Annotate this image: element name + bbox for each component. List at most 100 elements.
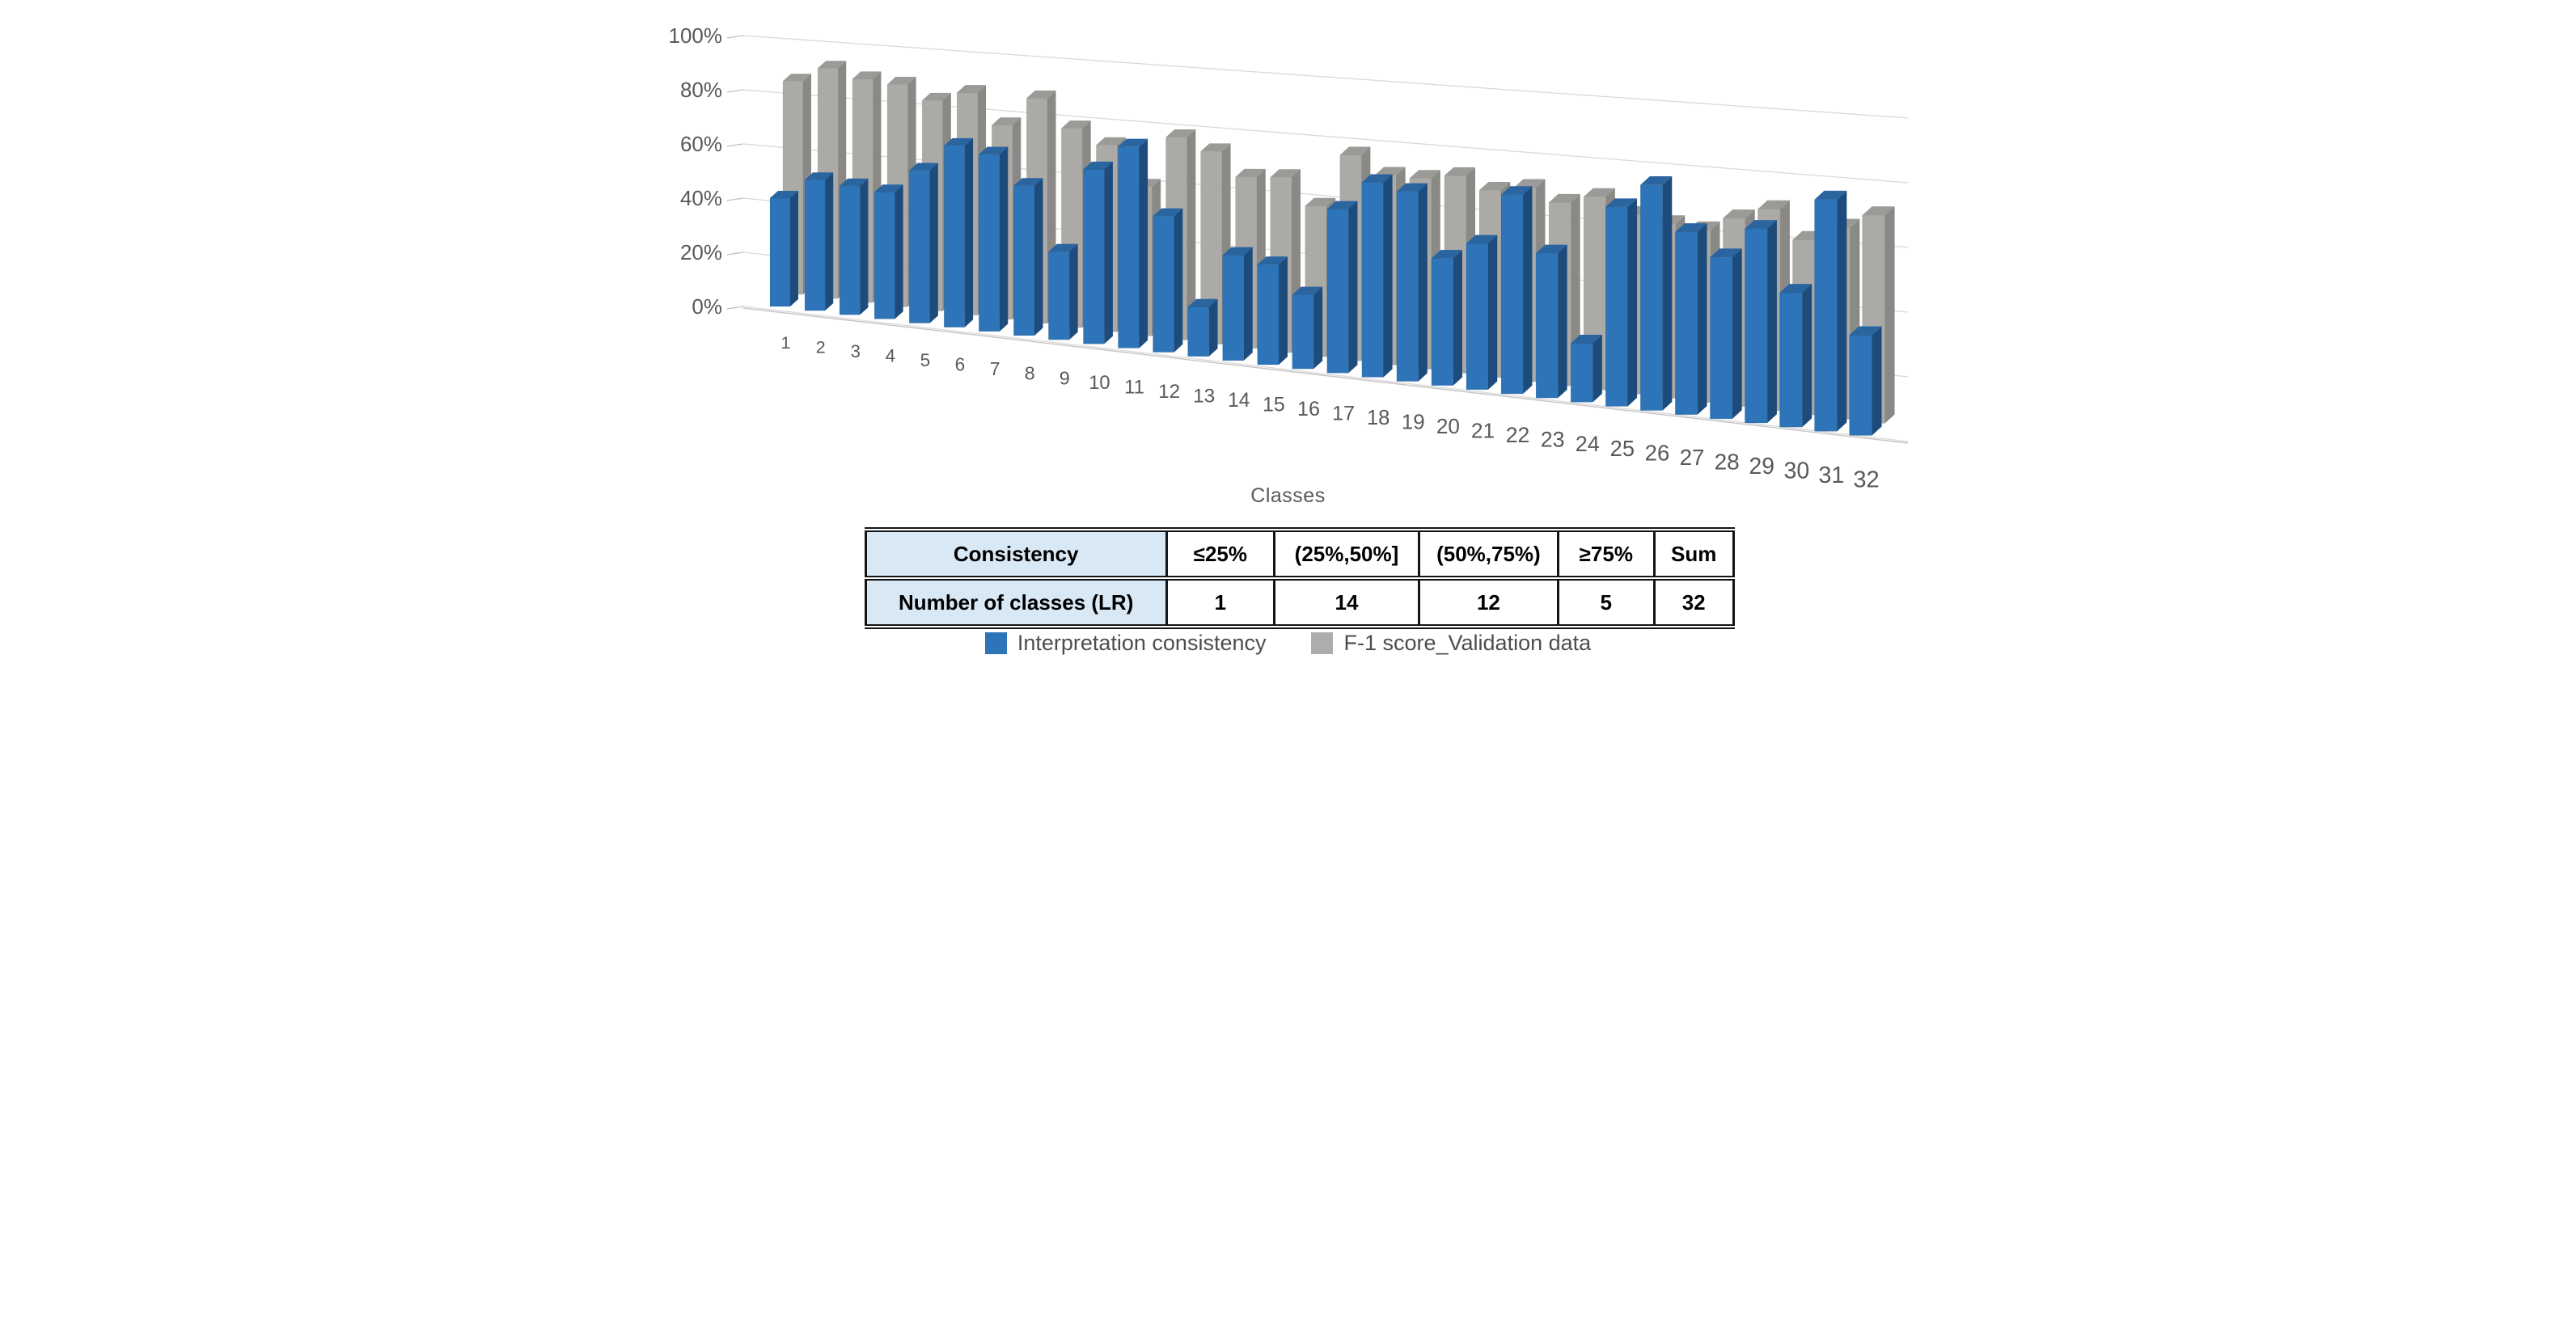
- bar-interpretation-c4-side: [894, 184, 903, 319]
- table-row-class-counts: Number of classes (LR) 1 14 12 5 32: [864, 576, 1735, 629]
- bar-interpretation-c19-front: [1396, 191, 1419, 382]
- bar-f1-score-c8-top: [1026, 90, 1055, 99]
- bar-interpretation-c27-side: [1697, 223, 1707, 415]
- bar-interpretation-c5-top: [908, 163, 938, 171]
- y-tick-label: 0%: [692, 294, 722, 319]
- bar-interpretation-c32-top: [1849, 326, 1882, 336]
- x-tick-label: 1: [780, 333, 790, 353]
- y-tick-60%: [726, 143, 743, 147]
- bar-interpretation-c21-top: [1466, 234, 1497, 243]
- x-tick-label: 15: [1263, 393, 1285, 416]
- bar-interpretation-c27-top: [1674, 223, 1707, 232]
- bar-interpretation-c23-top: [1535, 244, 1567, 254]
- bar-interpretation-c25-front: [1605, 206, 1628, 407]
- bar-interpretation-c15-front: [1256, 264, 1279, 365]
- bar-interpretation-c1-top: [769, 191, 798, 198]
- x-tick-label: 14: [1228, 390, 1250, 412]
- bar-interpretation-c32-side: [1872, 326, 1882, 436]
- bar-interpretation-c16-front: [1291, 294, 1314, 370]
- x-tick-label: 12: [1158, 381, 1180, 403]
- bar-interpretation-c30-front: [1779, 292, 1803, 428]
- x-tick-label: 25: [1609, 436, 1634, 461]
- x-tick-label: 28: [1714, 449, 1739, 474]
- bar-interpretation-c6-front: [943, 145, 965, 328]
- y-tick-100%: [726, 35, 743, 39]
- bar-interpretation-c7-front: [978, 154, 1000, 332]
- x-tick-label: 20: [1436, 414, 1459, 438]
- bar-interpretation-c11-top: [1118, 138, 1148, 147]
- bar-interpretation-c17-front: [1326, 209, 1349, 374]
- bar-f1-score-c1-top: [782, 74, 811, 82]
- bar-interpretation-c28-front: [1709, 256, 1732, 420]
- x-tick-label: 22: [1505, 423, 1529, 447]
- x-tick-label: 19: [1401, 412, 1424, 434]
- bar-interpretation-c29-side: [1766, 220, 1777, 424]
- bar-interpretation-c9-side: [1068, 243, 1078, 340]
- bar-interpretation-c14-side: [1243, 247, 1253, 361]
- x-tick-label: 29: [1749, 453, 1774, 479]
- bar-interpretation-c6-side: [964, 137, 973, 327]
- bar-interpretation-c8-side: [1034, 178, 1043, 336]
- bar-interpretation-c25-top: [1605, 198, 1637, 207]
- bar-interpretation-c22-front: [1500, 194, 1523, 395]
- bar-f1-score-c17-top: [1339, 146, 1370, 155]
- bar-f1-score-c28-top: [1722, 209, 1755, 218]
- table-cell-bin-ge75: ≥75%: [1556, 527, 1656, 581]
- bar-f1-score-c12-side: [1186, 129, 1195, 340]
- bar-interpretation-c7-top: [978, 146, 1008, 154]
- table-cell-count-sum: 32: [1652, 576, 1735, 629]
- bar-interpretation-c26-front: [1639, 184, 1663, 411]
- bar-f1-score-c12-top: [1165, 129, 1195, 137]
- x-tick-label: 13: [1193, 385, 1215, 407]
- x-tick-label: 23: [1540, 428, 1564, 452]
- bar-interpretation-c13-front: [1186, 306, 1209, 357]
- x-tick-label: 30: [1783, 458, 1809, 484]
- bar-interpretation-c27-front: [1674, 231, 1698, 416]
- bar-interpretation-c12-front: [1152, 215, 1174, 353]
- bar-f1-score-c18-top: [1374, 167, 1406, 175]
- bar-interpretation-c24-top: [1570, 335, 1602, 344]
- x-tick-label: 9: [1059, 367, 1069, 388]
- y-tick-0%: [726, 306, 743, 310]
- y-tick-label: 100%: [668, 23, 722, 48]
- y-tick-label: 40%: [679, 186, 721, 210]
- legend-label: F-1 score_Validation data: [1343, 631, 1592, 655]
- bar-interpretation-c22-top: [1500, 186, 1532, 195]
- y-tick-40%: [726, 197, 743, 201]
- bar-interpretation-c24-front: [1570, 343, 1593, 403]
- bar-interpretation-c4-top: [873, 184, 903, 192]
- gridline-100%: [742, 35, 1908, 119]
- x-tick-label: 24: [1575, 431, 1599, 456]
- bar-f1-score-c13-top: [1200, 143, 1231, 152]
- bar-interpretation-c14-top: [1222, 247, 1253, 256]
- bar-f1-score-c16-top: [1305, 197, 1335, 206]
- x-tick-label: 5: [920, 350, 930, 370]
- table-cell-sum-label: Sum: [1652, 527, 1735, 581]
- bar-interpretation-c9-front: [1047, 251, 1069, 340]
- bar-interpretation-c26-side: [1662, 176, 1672, 411]
- bar-interpretation-c17-side: [1347, 201, 1357, 374]
- y-tick-label: 60%: [679, 132, 721, 156]
- bar-interpretation-c18-side: [1382, 174, 1393, 378]
- bar-interpretation-c10-top: [1082, 161, 1113, 170]
- bar-f1-score-c4-top: [886, 77, 916, 85]
- x-tick-label: 18: [1366, 407, 1389, 429]
- summary-table: Consistency ≤25% (25%,50%] (50%,75%) ≥75…: [864, 527, 1735, 629]
- bar-f1-score-c3-top: [852, 71, 881, 79]
- bar-interpretation-c8-top: [1013, 178, 1043, 186]
- bar-interpretation-c3-top: [839, 178, 868, 186]
- bar-interpretation-c30-top: [1779, 284, 1812, 293]
- legend-label: Interpretation consistency: [1017, 631, 1267, 655]
- bar-interpretation-c25-side: [1627, 198, 1637, 407]
- bar-interpretation-c31-front: [1813, 199, 1838, 432]
- x-tick-label: 26: [1644, 440, 1669, 465]
- x-tick-label: 11: [1124, 376, 1144, 398]
- table-cell-count-25-50: 14: [1272, 576, 1421, 629]
- x-tick-label: 4: [885, 346, 895, 366]
- bar-f1-score-c19-top: [1409, 170, 1440, 179]
- table-cell-bin-50-75: (50%,75%): [1418, 527, 1559, 581]
- bar-interpretation-c10-front: [1082, 169, 1105, 344]
- table-cell-bin-le25: ≤25%: [1165, 527, 1275, 581]
- bar-interpretation-c19-top: [1396, 183, 1428, 192]
- x-tick-label: 8: [1024, 363, 1034, 384]
